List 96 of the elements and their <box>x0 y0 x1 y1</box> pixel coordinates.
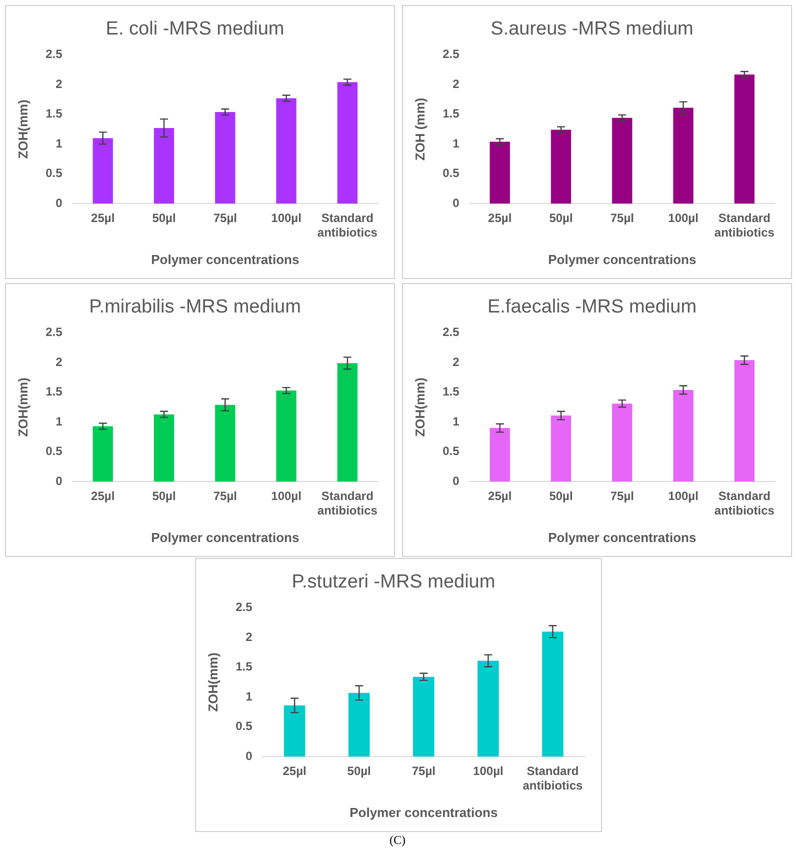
y-axis-title: ZOH(mm) <box>15 378 30 437</box>
x-tick-label: 25µl <box>488 211 512 226</box>
y-tick-label: 1.5 <box>236 660 253 674</box>
bar <box>215 404 236 482</box>
bar <box>276 98 296 204</box>
y-tick-label: 0 <box>452 196 460 210</box>
y-tick-label: 1 <box>246 689 253 704</box>
bar <box>478 660 499 757</box>
chart-title: S.aureus -MRS medium <box>490 18 694 40</box>
y-axis-title: ZOH(mm) <box>15 100 30 159</box>
y-tick-label: 0 <box>56 474 63 488</box>
y-tick-label: 2.5 <box>46 325 63 340</box>
y-axis-title: ZOH(mm) <box>205 652 220 712</box>
bar <box>337 363 358 482</box>
bar <box>612 118 632 204</box>
bar <box>490 142 510 204</box>
bar <box>673 390 694 482</box>
bar <box>412 676 434 757</box>
y-tick-label: 1 <box>56 414 63 428</box>
x-axis-title: Polymer concentrations <box>548 530 696 545</box>
bar <box>348 692 370 757</box>
x-tick-label: 50µl <box>152 489 176 504</box>
x-tick-label: 25µl <box>282 764 306 778</box>
chart-title: E. coli -MRS medium <box>106 18 284 40</box>
bar <box>276 390 296 482</box>
text: (C) <box>388 833 406 848</box>
x-tick-label: 100µl <box>271 489 302 504</box>
y-tick-label: 2.5 <box>442 47 460 62</box>
y-tick-label: 2.5 <box>442 325 460 340</box>
bar <box>673 108 694 204</box>
x-tick-label: 50µl <box>549 211 573 226</box>
bar <box>490 428 510 482</box>
y-tick-label: 0.5 <box>236 719 253 734</box>
y-tick-label: 2 <box>452 354 460 369</box>
chart-title: P.mirabilis -MRS medium <box>89 296 301 318</box>
x-tick-label: 25µl <box>91 211 115 226</box>
y-tick-label: 0 <box>56 196 63 210</box>
x-tick-label: 75µl <box>213 489 237 504</box>
bar <box>284 705 306 757</box>
x-tick-label: Standard antibiotics <box>714 489 775 518</box>
bar <box>550 130 572 204</box>
bar <box>550 416 572 482</box>
y-axis-title: ZOH(mm) <box>412 378 428 437</box>
bar <box>612 404 632 482</box>
y-tick-label: 0.5 <box>46 166 63 180</box>
x-tick-label: 50µl <box>549 489 573 504</box>
bar <box>154 128 174 204</box>
y-tick-label: 1 <box>452 136 460 150</box>
y-tick-label: 1 <box>452 414 460 428</box>
y-tick-label: 2 <box>56 354 63 369</box>
y-tick-label: 2 <box>452 76 460 91</box>
x-axis-title: Polymer concentrations <box>151 252 300 267</box>
x-tick-label: 100µl <box>473 764 504 778</box>
y-tick-label: 1 <box>56 136 63 150</box>
y-tick-label: 1.5 <box>46 384 63 399</box>
y-tick-label: 2 <box>246 630 253 644</box>
x-tick-label: 100µl <box>668 489 698 504</box>
x-tick-label: 75µl <box>213 211 237 226</box>
x-tick-label: 100µl <box>271 211 302 226</box>
bar <box>92 426 113 482</box>
bar <box>154 414 174 482</box>
x-tick-label: Standard antibiotics <box>317 489 378 518</box>
y-axis-title: ZOH (mm) <box>412 98 428 161</box>
x-axis-title: Polymer concentrations <box>548 252 696 267</box>
x-tick-label: 50µl <box>347 764 371 778</box>
y-tick-label: 2.5 <box>236 600 253 614</box>
x-tick-label: 25µl <box>488 489 512 504</box>
y-tick-label: 1.5 <box>46 106 63 121</box>
x-tick-label: 50µl <box>152 211 176 226</box>
x-tick-label: Standard antibiotics <box>317 211 378 240</box>
y-tick-label: 0 <box>452 474 460 488</box>
x-tick-label: Standard antibiotics <box>522 764 584 793</box>
bar <box>92 138 113 204</box>
chart-title: E.faecalis -MRS medium <box>487 296 697 318</box>
y-tick-label: 1.5 <box>442 384 460 399</box>
bar <box>337 82 358 204</box>
bar <box>215 112 236 204</box>
y-tick-label: 0.5 <box>442 444 460 458</box>
x-axis-title: Polymer concentrations <box>350 804 498 820</box>
x-tick-label: 75µl <box>610 489 634 504</box>
bar <box>542 632 564 757</box>
chart-title: P.stutzeri -MRS medium <box>292 572 496 593</box>
x-axis-title: Polymer concentrations <box>151 530 300 545</box>
y-tick-label: 0.5 <box>46 444 63 458</box>
x-tick-label: Standard antibiotics <box>714 211 775 240</box>
bar <box>734 74 755 204</box>
y-tick-label: 0 <box>246 748 253 763</box>
x-tick-label: 25µl <box>91 489 115 504</box>
bar <box>734 360 755 482</box>
x-tick-label: 100µl <box>668 211 698 226</box>
y-tick-label: 2.5 <box>46 47 63 62</box>
y-tick-label: 1.5 <box>442 106 460 121</box>
y-tick-label: 2 <box>56 76 63 91</box>
y-tick-label: 0.5 <box>442 166 460 180</box>
x-tick-label: 75µl <box>610 211 634 226</box>
x-tick-label: 75µl <box>412 764 436 778</box>
